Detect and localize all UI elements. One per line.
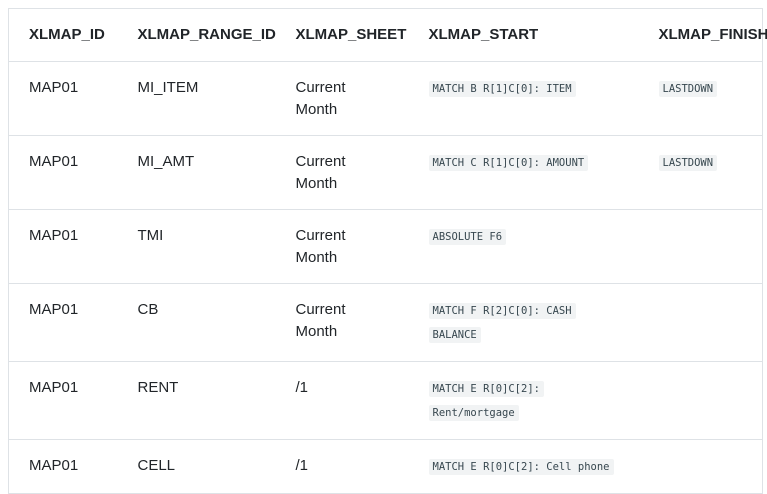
code-chip: MATCH E R[0]C[2]: Cell phone [428,459,614,475]
cell-xlmap-start: MATCH B R[1]C[0]: ITEM [408,61,639,136]
cell-xlmap-id: MAP01 [8,61,118,136]
table-row: MAP01 CB Current Month MATCH F R[2]C[0]: CA… [8,283,763,362]
cell-xlmap-range-id: MI_ITEM [117,61,276,136]
code-chip: MATCH C R[1]C[0]: AMOUNT [428,155,589,171]
cell-xlmap-start: MATCH E R[0]C[2]: Rent/mortgage [408,361,639,440]
cell-xlmap-range-id: CELL [117,439,276,494]
code-chip: ABSOLUTE F6 [428,229,507,245]
header-row: XLMAP_ID XLMAP_RANGE_ID XLMAP_SHEET XLMA… [8,8,767,62]
cell-xlmap-sheet: /1 [275,439,409,494]
cell-xlmap-range-id: MI_AMT [117,135,276,210]
cell-xlmap-finish [638,439,763,494]
cell-xlmap-sheet: Current Month [275,135,409,210]
cell-xlmap-start: MATCH F R[2]C[0]: CASH BALANCE [408,283,639,362]
table-body: MAP01 MI_ITEM Current Month MATCH B R[1]C[0… [8,61,763,494]
cell-xlmap-id: MAP01 [8,439,118,494]
code-chip: MATCH E R[0]C[2]: Rent/mortgage [428,381,544,421]
table-row: MAP01 MI_ITEM Current Month MATCH B R[1]C[0… [8,61,763,136]
table-header: XLMAP_ID XLMAP_RANGE_ID XLMAP_SHEET XLMA… [8,8,767,62]
cell-xlmap-start: MATCH E R[0]C[2]: Cell phone [408,439,639,494]
cell-xlmap-range-id: TMI [117,209,276,284]
cell-xlmap-finish: LASTDOWN [638,61,763,136]
code-chip: MATCH B R[1]C[0]: ITEM [428,81,576,97]
column-header-xlmap-id: XLMAP_ID [8,8,118,62]
column-header-xlmap-finish: XLMAP_FINISH [638,8,767,62]
column-header-xlmap-range-id: XLMAP_RANGE_ID [117,8,276,62]
table-row: MAP01 CELL/1 MATCH E R[0]C[2]: Cell phone [8,439,763,494]
cell-xlmap-id: MAP01 [8,209,118,284]
code-chip: LASTDOWN [658,155,718,171]
table-row: MAP01 MI_AMT Current Month MATCH C R[1]C[0]… [8,135,763,210]
cell-xlmap-finish [638,283,763,362]
cell-xlmap-sheet: Current Month [275,283,409,362]
table-row: MAP01 RENT/1 MATCH E R[0]C[2]: Rent/mortga… [8,361,763,440]
cell-xlmap-start: MATCH C R[1]C[0]: AMOUNT [408,135,639,210]
page: XLMAP_ID XLMAP_RANGE_ID XLMAP_SHEET XLMA… [8,8,767,494]
cell-xlmap-start: ABSOLUTE F6 [408,209,639,284]
cell-xlmap-id: MAP01 [8,135,118,210]
cell-xlmap-sheet: Current Month [275,209,409,284]
cell-xlmap-finish: LASTDOWN [638,135,763,210]
xlmap-table: XLMAP_ID XLMAP_RANGE_ID XLMAP_SHEET XLMA… [8,8,767,494]
cell-xlmap-id: MAP01 [8,361,118,440]
cell-xlmap-sheet: /1 [275,361,409,440]
table-row: MAP01 TMI Current Month ABSOLUTE F6 [8,209,763,284]
cell-xlmap-range-id: CB [117,283,276,362]
column-header-xlmap-sheet: XLMAP_SHEET [275,8,409,62]
code-chip: MATCH F R[2]C[0]: CASH BALANCE [428,303,576,343]
cell-xlmap-finish [638,209,763,284]
cell-xlmap-finish [638,361,763,440]
column-header-xlmap-start: XLMAP_START [408,8,639,62]
cell-xlmap-sheet: Current Month [275,61,409,136]
cell-xlmap-range-id: RENT [117,361,276,440]
code-chip: LASTDOWN [658,81,718,97]
cell-xlmap-id: MAP01 [8,283,118,362]
